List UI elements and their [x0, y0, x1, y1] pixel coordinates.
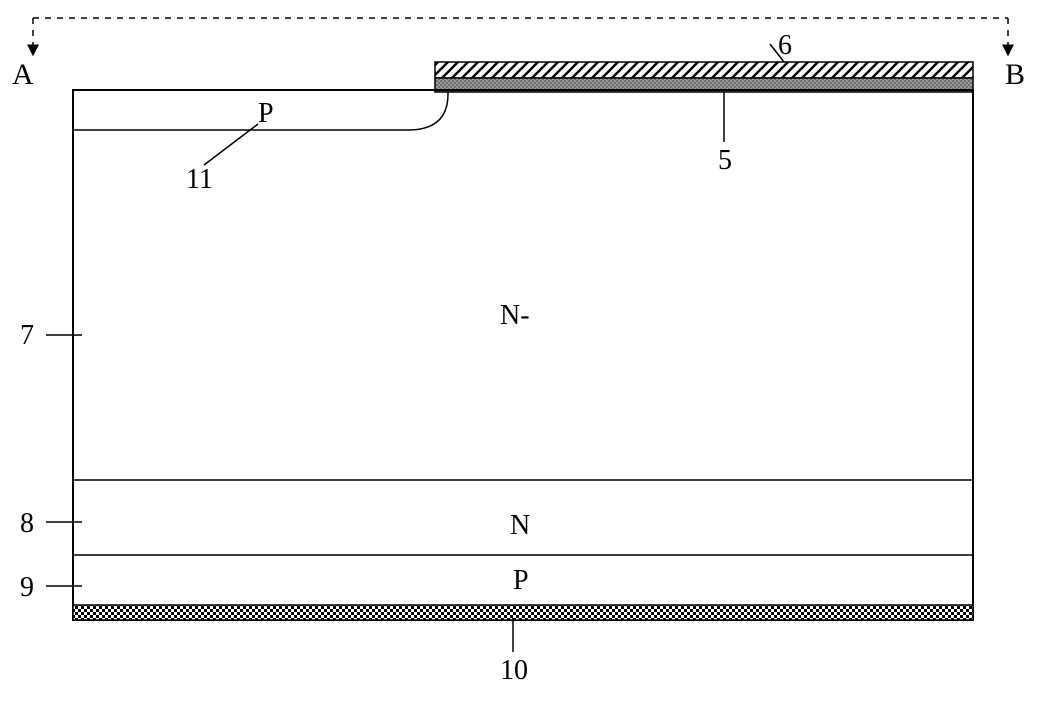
device-cross-section-svg: [0, 0, 1038, 711]
ref-label-5: 5: [718, 145, 732, 177]
bottom-metal: [73, 605, 973, 620]
ref-label-8: 8: [20, 508, 34, 540]
ref-label-10: 10: [500, 655, 528, 687]
label-N-minus: N-: [500, 300, 530, 332]
top-dashed-connector: [33, 18, 1008, 54]
diagram-canvas: A B P N- N P 6 5 11 7 8 9 10: [0, 0, 1038, 711]
ref-label-9: 9: [20, 572, 34, 604]
label-A: A: [12, 58, 34, 92]
ref-label-7: 7: [20, 320, 34, 352]
label-P-top: P: [258, 98, 274, 130]
layer-gate-hatched: [435, 62, 973, 78]
label-P-bottom: P: [513, 565, 529, 597]
label-B: B: [1005, 58, 1025, 92]
ref-label-11: 11: [186, 164, 213, 196]
label-N: N: [510, 510, 530, 542]
ref-label-6: 6: [778, 30, 792, 62]
